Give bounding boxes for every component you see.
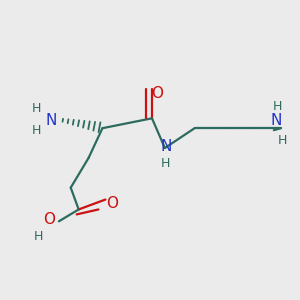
Text: O: O: [43, 212, 55, 227]
Text: N: N: [45, 113, 57, 128]
Text: O: O: [106, 196, 119, 211]
Text: N: N: [270, 113, 281, 128]
Text: H: H: [32, 124, 41, 137]
Text: H: H: [161, 158, 170, 170]
Text: H: H: [273, 100, 283, 113]
Text: H: H: [278, 134, 287, 147]
Text: N: N: [160, 139, 172, 154]
Text: H: H: [33, 230, 43, 243]
Text: O: O: [151, 86, 163, 101]
Text: H: H: [32, 102, 41, 115]
